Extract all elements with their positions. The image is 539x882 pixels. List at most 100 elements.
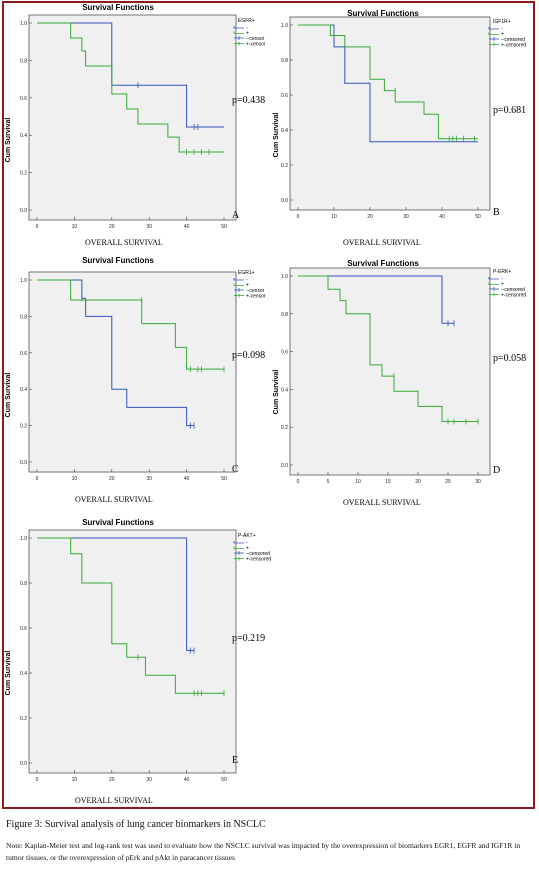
legend-item-label: --censored [246, 551, 270, 557]
survival-curve-negative [298, 24, 478, 143]
legend-item-label: +-censor [246, 294, 266, 300]
x-tick-label: 25 [445, 479, 451, 485]
survival-curve-positive [37, 279, 224, 370]
legend-item-label: - [501, 26, 503, 32]
km-chart-svg: Survival Functions 0.0 0.2 0.4 0.6 0.8 1.0 0 10 2… [5, 3, 266, 247]
y-tick-label: 0.2 [20, 424, 27, 430]
legend-title: P-AKT+ [238, 533, 256, 539]
km-chart-svg: Survival Functions 0.0 0.2 0.4 0.6 0.8 1.0 0 5 10… [273, 259, 526, 507]
panel-letter: E [232, 755, 238, 766]
chart-title: Survival Functions [347, 9, 419, 18]
x-tick-label: 50 [475, 214, 481, 220]
x-tick-label: 10 [72, 777, 78, 783]
plot-area [289, 267, 491, 476]
panel-letter: B [493, 207, 500, 218]
legend-item-label: --censor [246, 36, 265, 42]
x-tick-label: 0 [36, 777, 39, 783]
plot-area [28, 529, 237, 774]
legend-item-label: +-censored [501, 43, 526, 49]
x-tick-label: 40 [184, 777, 190, 783]
legend-item-label: +-censored [501, 293, 526, 299]
y-axis-label: Cum Survival [5, 373, 12, 418]
panel-letter: D [493, 465, 500, 476]
y-tick-label: 0.4 [20, 387, 27, 393]
y-tick-label: 0.8 [20, 58, 27, 64]
y-axis-label: Cum Survival [273, 113, 280, 158]
x-tick-label: 0 [297, 214, 300, 220]
x-tick-label: 5 [327, 479, 330, 485]
x-tick-label: 0 [36, 476, 39, 482]
chart-title: Survival Functions [82, 256, 154, 265]
survival-curve-negative [37, 279, 195, 427]
legend-item-label: + [501, 32, 504, 38]
y-tick-label: 0.6 [20, 96, 27, 102]
x-axis-label: OVERALL SURVIVAL [75, 796, 153, 805]
legend-swatch [233, 546, 244, 549]
x-axis-label: OVERALL SURVIVAL [343, 238, 421, 247]
x-axis-label: OVERALL SURVIVAL [85, 238, 163, 247]
p-value: p=0.681 [493, 105, 526, 116]
p-value: p=0.098 [232, 350, 265, 361]
y-axis-label: Cum Survival [5, 651, 12, 696]
figure-caption: Figure 3: Survival analysis of lung canc… [6, 819, 266, 830]
legend-swatch [233, 541, 244, 544]
y-tick-label: 0.4 [20, 133, 27, 139]
y-tick-label: 0.8 [20, 314, 27, 320]
y-tick-label: 0.6 [20, 351, 27, 357]
legend-item-label: --censor [246, 288, 265, 294]
p-value: p=0.058 [493, 353, 526, 364]
km-panel-egr1: Survival Functions 0.0 0.2 0.4 0.6 0.8 1.0 0 10 2… [0, 252, 270, 507]
y-tick-label: 0.0 [20, 761, 27, 767]
x-tick-label: 30 [146, 224, 152, 230]
chart-title: Survival Functions [82, 518, 154, 527]
legend-title: IGF1R+ [493, 19, 511, 25]
y-tick-label: 0.4 [20, 671, 27, 677]
legend-item-label: + [246, 31, 249, 37]
y-axis-label: Cum Survival [5, 118, 12, 163]
legend-item-label: +-censored [246, 557, 271, 563]
legend-swatch [488, 32, 499, 35]
figure-border [2, 1, 535, 809]
survival-curve-positive [298, 24, 478, 140]
x-tick-label: 20 [109, 476, 115, 482]
y-tick-label: 0.6 [281, 93, 288, 99]
chart-title: Survival Functions [347, 259, 419, 268]
legend-item-label: - [246, 25, 248, 31]
x-tick-label: 20 [367, 214, 373, 220]
panel-letter: C [232, 464, 239, 475]
y-tick-label: 0.0 [281, 463, 288, 469]
legend-item-label: + [246, 546, 249, 552]
y-tick-label: 0.2 [281, 163, 288, 169]
x-tick-label: 40 [184, 476, 190, 482]
y-tick-label: 0.6 [20, 626, 27, 632]
x-tick-label: 40 [184, 224, 190, 230]
y-tick-label: 0.4 [281, 128, 288, 134]
x-axis-label: OVERALL SURVIVAL [343, 498, 421, 507]
y-tick-label: 0.2 [20, 171, 27, 177]
legend-item-label: - [246, 277, 248, 283]
x-tick-label: 50 [221, 476, 227, 482]
y-tick-label: 0.4 [281, 387, 288, 393]
x-tick-label: 30 [146, 476, 152, 482]
km-chart-svg: Survival Functions 0.0 0.2 0.4 0.6 0.8 1.0 0 10 2… [273, 9, 526, 247]
plot-area [289, 16, 491, 211]
x-tick-label: 0 [36, 224, 39, 230]
x-tick-label: 50 [221, 224, 227, 230]
x-tick-label: 30 [146, 777, 152, 783]
y-tick-label: 0.0 [20, 460, 27, 466]
y-tick-label: 1.0 [20, 278, 27, 284]
km-chart-svg: Survival Functions 0.0 0.2 0.4 0.6 0.8 1.0 0 10 2… [5, 256, 266, 504]
y-axis-label: Cum Survival [273, 370, 280, 415]
y-tick-label: 0.0 [281, 198, 288, 204]
x-tick-label: 20 [109, 224, 115, 230]
x-tick-label: 15 [385, 479, 391, 485]
x-axis-label: OVERALL SURVIVAL [75, 495, 153, 504]
y-tick-label: 0.2 [20, 716, 27, 722]
x-tick-label: 40 [439, 214, 445, 220]
legend-swatch [233, 31, 244, 34]
y-tick-label: 0.8 [20, 581, 27, 587]
x-tick-label: 30 [475, 479, 481, 485]
x-tick-label: 0 [297, 479, 300, 485]
p-value: p=0.219 [232, 633, 265, 644]
figure-note: Note: Kaplan-Meier test and log-rank tes… [6, 841, 521, 862]
